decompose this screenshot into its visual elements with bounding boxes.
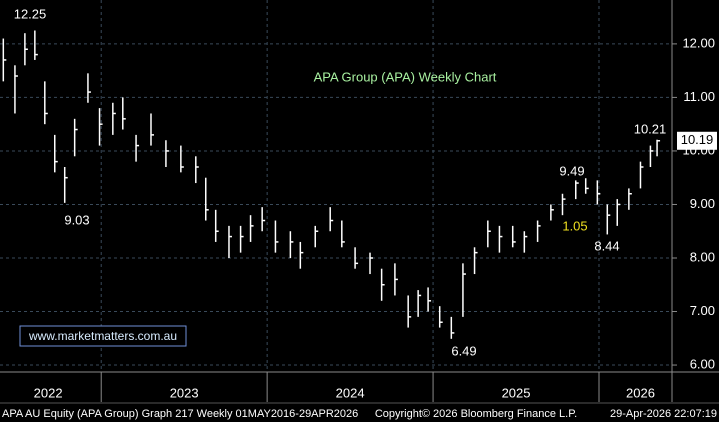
watermark: www.marketmatters.com.au bbox=[28, 329, 177, 343]
y-tick-label: 12.00 bbox=[682, 35, 715, 50]
footer-center: Copyright© 2026 Bloomberg Finance L.P. bbox=[375, 408, 577, 420]
y-tick-label: 9.00 bbox=[690, 196, 715, 211]
last-price-tag bbox=[677, 131, 717, 150]
annotation: 9.03 bbox=[64, 212, 89, 227]
last-price-label: 10.19 bbox=[681, 132, 714, 147]
y-tick-label: 6.00 bbox=[690, 356, 715, 371]
x-tick-label: 2022 bbox=[34, 385, 63, 400]
footer-right: 29-Apr-2026 22:07:19 bbox=[610, 408, 717, 420]
x-tick-label: 2023 bbox=[170, 385, 199, 400]
y-tick-label: 8.00 bbox=[690, 249, 715, 264]
annotation: 9.49 bbox=[559, 163, 584, 178]
annotation: 10.21 bbox=[634, 121, 667, 136]
annotation: 8.44 bbox=[594, 238, 619, 253]
annotation: 6.49 bbox=[451, 343, 476, 358]
footer-left: APA AU Equity (APA Group) Graph 217 Week… bbox=[2, 408, 358, 420]
x-tick-label: 2025 bbox=[502, 385, 531, 400]
y-tick-label: 11.00 bbox=[683, 89, 715, 104]
y-tick-label: 7.00 bbox=[690, 303, 715, 318]
chart-title: APA Group (APA) Weekly Chart bbox=[314, 69, 497, 84]
x-tick-label: 2024 bbox=[336, 385, 365, 400]
annotation: 12.25 bbox=[14, 6, 47, 21]
annotation: 1.05 bbox=[562, 218, 587, 233]
watermark-box bbox=[19, 325, 187, 347]
x-tick-label: 2026 bbox=[626, 385, 655, 400]
